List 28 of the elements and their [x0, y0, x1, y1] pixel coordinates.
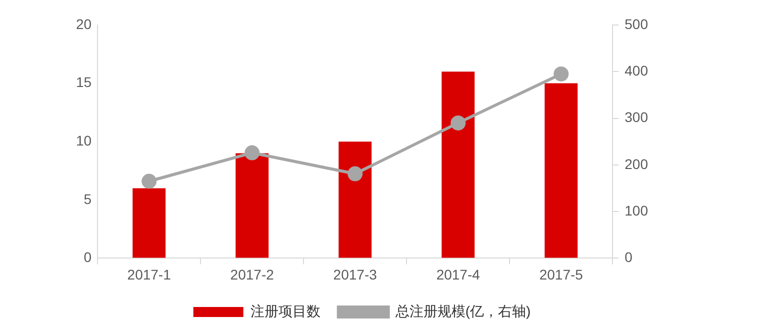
bar — [236, 153, 269, 258]
y-tick-label: 0 — [84, 249, 92, 266]
x-tick-label: 2017-5 — [539, 266, 584, 282]
y-tick-label: 5 — [84, 190, 92, 207]
y2-tick-label: 400 — [624, 62, 648, 78]
y-tick-label: 20 — [76, 16, 92, 32]
point — [450, 115, 466, 130]
y2-tick-label: 500 — [624, 16, 648, 32]
legend-label: 注册项目数 — [250, 302, 320, 319]
point — [142, 174, 157, 189]
bar — [544, 83, 578, 258]
point — [348, 166, 363, 182]
x-tick-label: 2017-4 — [436, 266, 480, 282]
bar — [442, 72, 475, 258]
point — [554, 66, 569, 82]
bar — [132, 188, 166, 258]
y-tick-label: 10 — [76, 132, 92, 148]
y-tick-label: 15 — [76, 74, 92, 90]
x-tick-label: 2017-1 — [127, 266, 172, 282]
y2-tick-label: 300 — [624, 109, 648, 126]
y2-tick-label: 200 — [624, 156, 648, 172]
point — [244, 145, 260, 160]
y2-tick-label: 100 — [624, 202, 648, 218]
x-tick-label: 2017-2 — [230, 266, 274, 282]
bar — [338, 142, 372, 258]
legend-label: 总注册规模(亿，右轴) — [394, 302, 531, 319]
y2-tick-label: 0 — [624, 249, 633, 266]
x-tick-label: 2017-3 — [333, 266, 378, 282]
